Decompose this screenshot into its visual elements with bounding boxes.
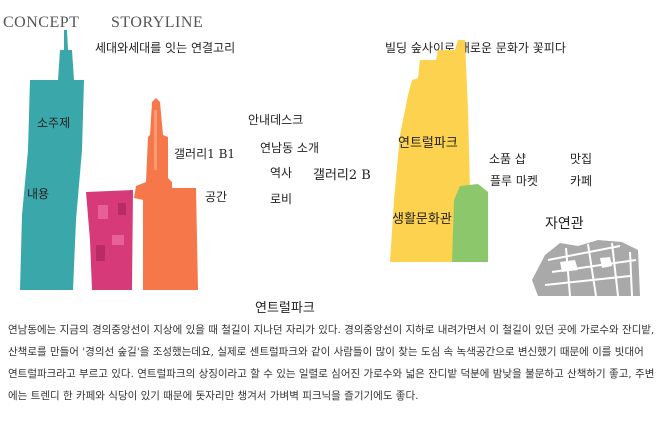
body-line: 연남동에는 지금의 경의중앙선이 지상에 있을 때 철길이 지나던 자리가 있다… xyxy=(8,324,655,336)
label-yeonnam-intro: 연남동 소개 xyxy=(260,141,320,155)
concept-heading: CONCEPT xyxy=(3,14,80,31)
map-graphic xyxy=(532,240,640,297)
label-life-culture: 생활문화관 xyxy=(392,212,452,227)
body-line: 산책로를 만들어 '경의선 숲길'을 조성했는데요, 실제로 센트럴파크와 같이… xyxy=(8,346,644,358)
label-gallery-b1: 갤러리1 B1 xyxy=(174,147,236,161)
section-title: 연트럴파크 xyxy=(255,301,315,316)
label-nature: 자연관 xyxy=(545,216,584,232)
subtitle-right: 빌딩 숲사이로 새로운 문화가 꽃피다 xyxy=(385,41,566,55)
teal-tower xyxy=(20,30,84,290)
label-gallery-2b: 갤러리2 B xyxy=(313,168,371,183)
label-cafe: 카페 xyxy=(570,174,593,188)
description-paragraph: 연남동에는 지금의 경의중앙선이 지상에 있을 때 철길이 지나던 자리가 있다… xyxy=(8,319,658,407)
label-info-desk: 안내데스크 xyxy=(248,113,304,127)
green-building xyxy=(452,184,488,262)
storyline-heading: STORYLINE xyxy=(111,14,204,31)
body-line: 에는 트렌디 한 카페와 식당이 있기 때문에 돗자리만 챙겨서 가벼벽 피크닉… xyxy=(8,390,419,402)
label-history: 역사 xyxy=(270,166,293,180)
label-content: 내용 xyxy=(27,187,50,201)
label-space: 공간 xyxy=(205,190,228,204)
left-skyline-illustration xyxy=(20,30,198,290)
label-flea-market: 플루 마켓 xyxy=(490,174,538,188)
orange-tower xyxy=(134,98,198,290)
subtitle-left: 세대와세대를 잇는 연결고리 xyxy=(95,41,236,55)
label-props-shop: 소품 샵 xyxy=(489,152,526,166)
right-skyline-illustration xyxy=(390,40,640,297)
label-restaurant: 맛집 xyxy=(570,152,593,166)
label-yeontral-park-building: 연트럴파크 xyxy=(398,136,458,151)
body-line: 연트럴파크라고 부르고 있다. 연트럴파크의 상징이라고 할 수 있는 일렬로 … xyxy=(8,368,655,380)
label-lobby: 로비 xyxy=(270,192,293,206)
yellow-tower xyxy=(390,40,472,262)
label-theme: 소주제 xyxy=(37,116,71,130)
